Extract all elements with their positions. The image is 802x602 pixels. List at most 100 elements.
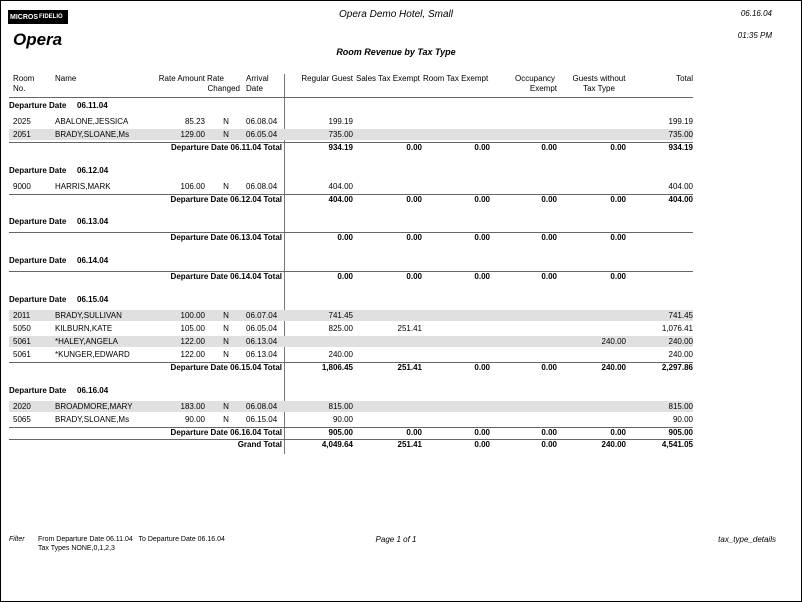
column-header: Date: [246, 84, 263, 93]
cell: 240.00: [601, 337, 626, 346]
cell: 85.23: [184, 117, 205, 126]
column-header: Guests without: [572, 74, 626, 83]
column-header: Sales Tax Exempt: [356, 74, 420, 83]
column-divider: [284, 74, 285, 454]
total-rule: [9, 271, 693, 272]
cell: 129.00: [180, 130, 205, 139]
cell: 815.00: [668, 402, 693, 411]
cell: 5065: [13, 415, 31, 424]
cell: N: [223, 324, 229, 333]
group-date: 06.11.04: [77, 101, 108, 110]
total-value: 251.41: [397, 363, 422, 372]
total-value: 404.00: [668, 195, 693, 204]
row-shade: [9, 310, 693, 321]
cell: *KUNGER,EDWARD: [55, 350, 130, 359]
total-value: 0.00: [474, 143, 490, 152]
group-label: Departure Date: [9, 256, 67, 265]
cell: ABALONE,JESSICA: [55, 117, 129, 126]
total-value: 0.00: [541, 195, 557, 204]
total-value: 934.19: [328, 143, 353, 152]
page-number: Page 1 of 1: [375, 535, 417, 544]
cell: 06.15.04: [246, 415, 278, 424]
total-value: 0.00: [610, 428, 626, 437]
column-header: Name: [55, 74, 77, 83]
cell: N: [223, 402, 229, 411]
total-value: 0.00: [474, 428, 490, 437]
cell: 06.13.04: [246, 350, 278, 359]
header-rule: [9, 97, 693, 98]
cell: 815.00: [328, 402, 353, 411]
cell: 2025: [13, 117, 31, 126]
total-value: 0.00: [406, 233, 422, 242]
column-header: Rate Amount: [158, 74, 205, 83]
cell: N: [223, 311, 229, 320]
group-date: 06.15.04: [77, 295, 109, 304]
total-value: 0.00: [406, 272, 422, 281]
cell: 100.00: [180, 311, 205, 320]
cell: 9000: [13, 182, 31, 191]
total-rule: [9, 427, 693, 428]
row-shade: [9, 129, 693, 140]
cell: 2020: [13, 402, 31, 411]
logo-text: FIDELIO: [39, 14, 63, 20]
cell: 735.00: [668, 130, 693, 139]
cell: 5050: [13, 324, 31, 333]
total-value: 0.00: [406, 143, 422, 152]
report-id: tax_type_details: [718, 535, 776, 544]
total-label: Departure Date 06.14.04 Total: [170, 272, 282, 281]
total-label: Departure Date 06.13.04 Total: [170, 233, 282, 242]
cell: 106.00: [180, 182, 205, 191]
cell: 90.00: [184, 415, 205, 424]
grand-total-rule: [9, 439, 693, 440]
cell: 183.00: [180, 402, 205, 411]
cell: N: [223, 415, 229, 424]
total-rule: [9, 232, 693, 233]
cell: 06.08.04: [246, 182, 278, 191]
cell: 741.45: [328, 311, 353, 320]
cell: N: [223, 117, 229, 126]
cell: 240.00: [668, 350, 693, 359]
total-value: 1,806.45: [321, 363, 353, 372]
cell: 06.08.04: [246, 402, 278, 411]
cell: 735.00: [328, 130, 353, 139]
cell: 90.00: [332, 415, 353, 424]
total-value: 0.00: [541, 428, 557, 437]
logo-box: [8, 10, 68, 24]
cell: BROADMORE,MARY: [55, 402, 133, 411]
total-value: 404.00: [328, 195, 353, 204]
column-header: Rate: [207, 74, 224, 83]
cell: 404.00: [328, 182, 353, 191]
cell: 5061: [13, 337, 31, 346]
report-date: 06.16.04: [740, 9, 772, 18]
group-label: Departure Date: [9, 386, 67, 395]
cell: 741.45: [668, 311, 693, 320]
cell: 105.00: [180, 324, 205, 333]
cell: 240.00: [668, 337, 693, 346]
column-header: Room: [13, 74, 35, 83]
column-header: Regular Guest: [301, 74, 353, 83]
cell: 251.41: [397, 324, 422, 333]
total-value: 0.00: [474, 363, 490, 372]
cell: 1,076.41: [661, 324, 693, 333]
cell: 2051: [13, 130, 31, 139]
cell: BRADY,SLOANE,Ms: [55, 130, 130, 139]
group-date: 06.16.04: [77, 386, 109, 395]
cell: BRADY,SLOANE,Ms: [55, 415, 130, 424]
total-value: 0.00: [474, 195, 490, 204]
filter-label: Filter: [9, 535, 25, 543]
total-rule: [9, 142, 693, 143]
hotel-name: Opera Demo Hotel, Small: [339, 9, 453, 20]
cell: HARRIS,MARK: [55, 182, 111, 191]
grand-total-value: 0.00: [474, 440, 490, 449]
cell: KILBURN,KATE: [55, 324, 113, 333]
grand-total-value: 4,541.05: [661, 440, 693, 449]
cell: 2011: [13, 311, 31, 320]
column-header: No.: [13, 84, 26, 93]
total-value: 934.19: [668, 143, 693, 152]
total-value: 0.00: [474, 272, 490, 281]
column-header: Arrival: [246, 74, 269, 83]
total-value: 0.00: [610, 195, 626, 204]
total-label: Departure Date 06.11.04 Total: [170, 143, 282, 152]
row-shade: [9, 401, 693, 412]
